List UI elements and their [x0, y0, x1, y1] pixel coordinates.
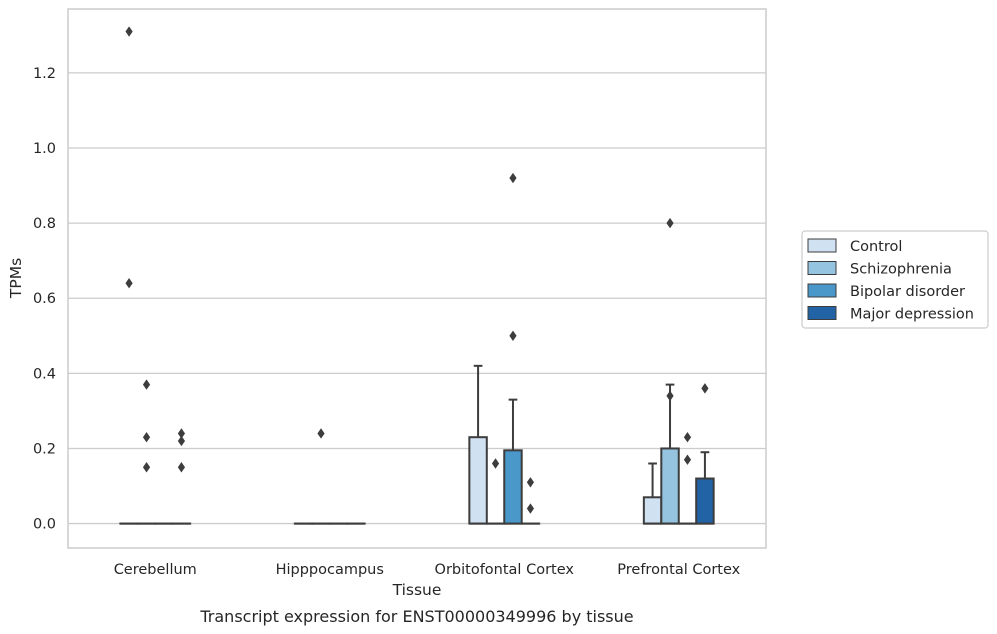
box-major-depression [695, 451, 715, 525]
y-tick-label: 1.0 [33, 141, 56, 157]
outlier-point [701, 383, 709, 394]
legend-swatch [807, 261, 837, 275]
outliers-layer [125, 26, 709, 514]
y-axis-label: TPMs [7, 258, 25, 299]
legend-label: Bipolar disorder [850, 284, 965, 300]
outlier-point [509, 330, 517, 341]
y-tick-label: 0.0 [33, 517, 56, 533]
x-tick-label: Orbitofontal Cortex [435, 562, 575, 578]
y-tick-label: 0.6 [33, 291, 56, 307]
x-tick-label: Hipppocampus [276, 562, 384, 578]
legend-swatch [807, 283, 837, 298]
box-control [468, 364, 488, 525]
x-tick-labels: Cerebellum Hipppocampus Orbitofontal Corte… [114, 562, 741, 578]
outlier-point [666, 217, 674, 229]
y-tick-label: 0.4 [33, 366, 56, 382]
outlier-point [666, 390, 674, 402]
legend-label: Control [850, 239, 902, 255]
outlier-point [509, 172, 517, 184]
outlier-point [526, 477, 535, 488]
box-rect [695, 477, 715, 525]
outlier-point [177, 428, 186, 439]
outlier-point [142, 462, 151, 473]
x-tick-label: Prefrontal Cortex [617, 562, 740, 578]
legend-swatch [807, 238, 837, 253]
outlier-point [142, 379, 151, 390]
grid-lines [68, 72, 766, 525]
plot-area-frame [67, 8, 767, 549]
box-rect [503, 449, 523, 525]
legend-label: Major depression [850, 307, 974, 323]
outlier-point [491, 458, 500, 469]
box-rect [468, 436, 488, 525]
y-tick-label: 0.2 [33, 441, 56, 457]
outlier-point [125, 277, 133, 289]
outlier-point [142, 431, 151, 443]
x-axis-label: Tissue [392, 581, 442, 599]
boxes-layer [119, 364, 715, 525]
y-tick-label: 1.2 [33, 66, 56, 82]
box-bipolar-disorder [503, 398, 523, 525]
x-tick-label: Cerebellum [114, 562, 197, 578]
legend-swatch [807, 306, 837, 320]
box-rect [660, 447, 680, 525]
box-rect [642, 496, 663, 525]
outlier-point [317, 428, 325, 439]
legend-frame [801, 230, 989, 329]
y-tick-labels: 0.0 0.2 0.4 0.6 0.8 1.0 1.2 [33, 66, 56, 533]
box-control [642, 462, 663, 525]
outlier-point [683, 454, 692, 465]
legend: Control Schizophrenia Bipolar disorder Majo… [801, 230, 989, 329]
outlier-point [683, 431, 692, 443]
outlier-point [125, 26, 133, 37]
y-tick-label: 0.8 [33, 216, 56, 232]
outlier-point [526, 503, 535, 514]
legend-label: Schizophrenia [850, 262, 952, 278]
chart-caption: Transcript expression for ENST0000034999… [199, 607, 633, 626]
outlier-point [177, 462, 186, 473]
outlier-point [177, 435, 186, 447]
box-schizophrenia [660, 383, 680, 525]
